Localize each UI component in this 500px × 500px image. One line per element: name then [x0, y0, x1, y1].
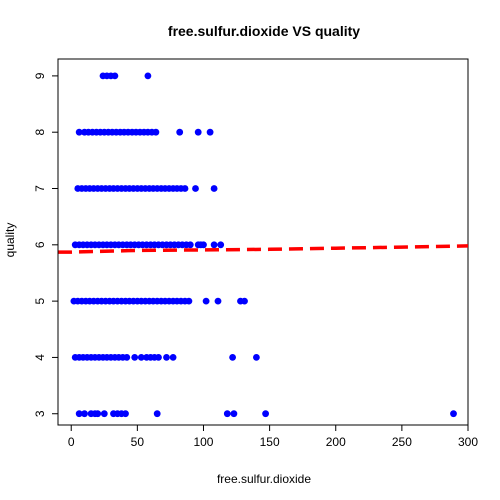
data-point	[111, 72, 119, 80]
points-layer	[70, 72, 457, 418]
data-point	[152, 128, 160, 136]
x-tick-label: 0	[68, 435, 75, 449]
data-point	[229, 354, 237, 361]
y-tick-label: 6	[33, 241, 47, 248]
data-point	[192, 185, 199, 192]
y-tick-label: 3	[33, 410, 47, 417]
data-point	[214, 297, 222, 305]
data-point	[81, 410, 88, 418]
data-point	[223, 410, 231, 418]
data-point	[210, 241, 218, 249]
data-point	[186, 241, 194, 249]
data-point	[131, 354, 139, 361]
x-tick-label: 50	[131, 435, 145, 449]
data-point	[206, 128, 214, 136]
x-tick-label: 300	[458, 435, 478, 449]
y-tick-label: 7	[33, 185, 47, 192]
data-point	[75, 410, 83, 418]
data-point	[217, 241, 225, 249]
data-point	[94, 410, 102, 418]
data-point	[169, 354, 177, 361]
data-point	[155, 354, 162, 361]
x-tick-label: 200	[326, 435, 346, 449]
y-tick-label: 9	[33, 72, 47, 79]
data-point	[253, 354, 260, 361]
data-point	[262, 410, 269, 418]
data-point	[181, 185, 189, 192]
data-point	[176, 128, 184, 136]
trend-layer	[58, 244, 469, 254]
data-point	[137, 354, 145, 361]
data-point	[210, 185, 218, 192]
data-point	[123, 354, 131, 361]
x-axis-label: free.sulfur.dioxide	[217, 472, 311, 486]
data-point	[122, 410, 129, 418]
x-tick-label: 250	[392, 435, 412, 449]
y-tick-label: 8	[33, 129, 47, 136]
data-point	[194, 128, 202, 136]
data-point	[200, 241, 207, 249]
y-axis: 3 4 5 6 7 8 9	[33, 72, 59, 417]
data-point	[202, 297, 210, 305]
data-point	[153, 410, 161, 418]
y-tick-label: 5	[33, 297, 47, 304]
data-point	[241, 297, 248, 305]
data-point	[230, 410, 238, 418]
data-point	[163, 354, 170, 361]
trend-line	[58, 244, 469, 254]
data-point	[75, 128, 83, 136]
x-axis: 0 50 100 150 200 250 300	[68, 424, 478, 449]
x-tick-label: 150	[260, 435, 280, 449]
chart-title: free.sulfur.dioxide VS quality	[168, 23, 360, 39]
data-point	[144, 72, 152, 80]
data-point	[450, 410, 457, 418]
data-point	[100, 410, 108, 418]
x-tick-label: 100	[193, 435, 213, 449]
data-point	[185, 297, 193, 305]
y-axis-label: quality	[3, 223, 17, 258]
y-tick-label: 4	[33, 354, 47, 361]
